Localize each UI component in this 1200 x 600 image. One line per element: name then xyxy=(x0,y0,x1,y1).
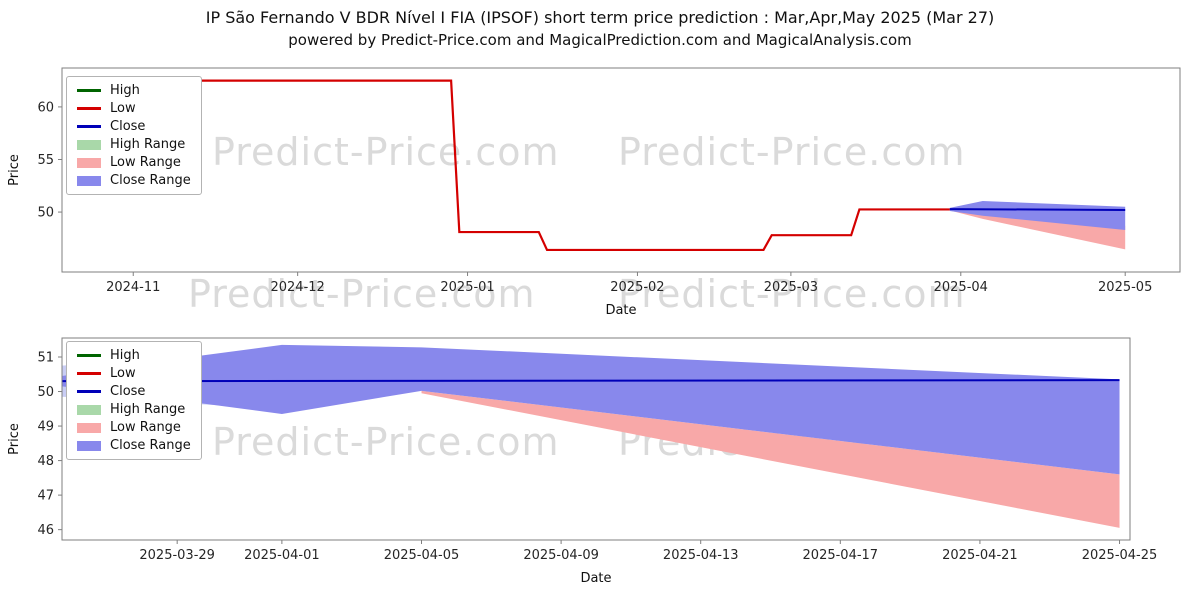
legend-swatch-close-range xyxy=(77,440,101,451)
x-axis-label: Date xyxy=(605,303,636,318)
legend-item-close: Close xyxy=(77,119,191,134)
legend-item-close-range: Close Range xyxy=(77,173,191,188)
legend-item-high-range: High Range xyxy=(77,402,191,417)
x-tick-label: 2025-03 xyxy=(764,280,818,295)
line-close xyxy=(949,208,1126,211)
legend-label: Close Range xyxy=(110,438,191,453)
x-tick-label: 2025-04 xyxy=(934,280,988,295)
legend-label: Low xyxy=(110,101,136,116)
y-tick-label: 50 xyxy=(37,206,54,221)
legend-label: Close Range xyxy=(110,173,191,188)
legend-label: High Range xyxy=(110,137,186,152)
legend-item-low-range: Low Range xyxy=(77,420,191,435)
y-tick-label: 51 xyxy=(37,350,54,365)
legend-bottom: High Low Close High Range Low Range Close Ran… xyxy=(66,341,202,460)
legend-label: Close xyxy=(110,384,146,399)
y-tick-label: 60 xyxy=(37,100,54,115)
x-axis-label: Date xyxy=(580,571,611,586)
x-tick-label: 2024-12 xyxy=(270,280,324,295)
legend-swatch-close-range xyxy=(77,175,101,186)
y-axis-label: Price xyxy=(7,154,22,186)
legend-item-low-range: Low Range xyxy=(77,155,191,170)
x-tick-label: 2025-04-13 xyxy=(663,548,739,563)
legend-swatch-low-range xyxy=(77,422,101,433)
x-tick-label: 2025-04-17 xyxy=(803,548,879,563)
legend-swatch-high-range xyxy=(77,404,101,415)
legend-item-low: Low xyxy=(77,101,191,116)
y-tick-label: 47 xyxy=(37,489,54,504)
watermark: Predict-Price.com xyxy=(618,130,966,174)
legend-swatch-low-range xyxy=(77,157,101,168)
y-tick-label: 48 xyxy=(37,454,54,469)
y-tick-label: 55 xyxy=(37,153,54,168)
legend-swatch-close xyxy=(77,125,101,128)
watermark: Predict-Price.com xyxy=(212,130,560,174)
line-low xyxy=(72,79,950,252)
legend-label: Low xyxy=(110,366,136,381)
chart-top: 2024-11 2024-12 2025-01 2025-02 2025-03 2025-… xyxy=(7,67,1181,318)
legend-swatch-close xyxy=(77,390,101,393)
legend-label: Low Range xyxy=(110,155,181,170)
legend-label: High xyxy=(110,83,140,98)
band-close-range xyxy=(949,201,1126,230)
legend-label: High Range xyxy=(110,402,186,417)
watermark: Predict-Price.com xyxy=(212,420,560,464)
band-low-range xyxy=(949,208,1126,250)
chart-bottom: 2025-03-29 2025-04-01 2025-04-05 2025-04-09… xyxy=(7,337,1158,586)
plot-frame xyxy=(61,67,1181,273)
legend-swatch-low xyxy=(77,107,101,110)
band-low-range xyxy=(421,390,1120,528)
legend-item-close-range: Close Range xyxy=(77,438,191,453)
legend-top: High Low Close High Range Low Range Close Ran… xyxy=(66,76,202,195)
legend-swatch-high xyxy=(77,354,101,357)
x-tick-label: 2025-04-01 xyxy=(244,548,320,563)
y-tick-label: 46 xyxy=(37,523,54,538)
x-tick-label: 2025-04-21 xyxy=(942,548,1018,563)
x-tick-label: 2025-03-29 xyxy=(139,548,215,563)
band-close-range xyxy=(62,344,1120,475)
x-tick-label: 2025-04-05 xyxy=(384,548,460,563)
legend-label: Low Range xyxy=(110,420,181,435)
legend-swatch-low xyxy=(77,372,101,375)
chart-title: IP São Fernando V BDR Nível I FIA (IPSOF… xyxy=(205,8,995,27)
legend-label: High xyxy=(110,348,140,363)
legend-item-high: High xyxy=(77,348,191,363)
watermark: Predict-Price.com xyxy=(188,272,536,316)
y-axis-label: Price xyxy=(7,423,22,455)
x-tick-label: 2025-02 xyxy=(610,280,664,295)
line-close xyxy=(61,379,1120,383)
y-tick-label: 49 xyxy=(37,420,54,435)
y-tick-label: 50 xyxy=(37,385,54,400)
x-tick-label: 2025-05 xyxy=(1098,280,1152,295)
x-tick-label: 2025-01 xyxy=(440,280,494,295)
legend-swatch-high xyxy=(77,89,101,92)
legend-item-low: Low xyxy=(77,366,191,381)
legend-label: Close xyxy=(110,119,146,134)
chart-subtitle: powered by Predict-Price.com and Magical… xyxy=(288,31,912,49)
legend-item-high: High xyxy=(77,83,191,98)
legend-swatch-high-range xyxy=(77,139,101,150)
legend-item-high-range: High Range xyxy=(77,137,191,152)
x-tick-label: 2025-04-09 xyxy=(523,548,599,563)
x-tick-label: 2024-11 xyxy=(106,280,160,295)
watermark: Predict-Price.com xyxy=(618,272,966,316)
plot-frame xyxy=(61,337,1131,541)
legend-item-close: Close xyxy=(77,384,191,399)
x-tick-label: 2025-04-25 xyxy=(1082,548,1158,563)
